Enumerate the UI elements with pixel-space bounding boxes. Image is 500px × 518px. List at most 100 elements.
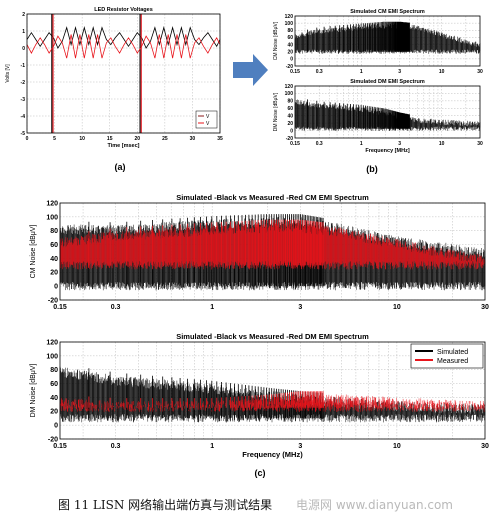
x-tick-label: 1 (360, 69, 363, 75)
x-axis-label: Time [msec] (108, 143, 140, 149)
chart-title: Simulated DM EMI Spectrum (350, 79, 425, 85)
harmonic-peaks-1 (307, 99, 410, 129)
y-tick-label: 100 (285, 91, 294, 97)
y-tick-label: 80 (50, 367, 58, 374)
y-tick-label: -2 (21, 80, 26, 86)
y-tick-label: 60 (50, 242, 58, 249)
x-tick-label: 30 (477, 69, 483, 75)
legend-label: V (206, 114, 210, 120)
figure-caption: 图 11 LISN 网络输出端仿真与测试结果 (58, 498, 273, 512)
y-tick-label: 0 (54, 284, 58, 291)
chart-title: Simulated CM EMI Spectrum (350, 9, 425, 15)
y-tick-label: -20 (48, 436, 58, 443)
y-axis-label: CM Noise [dBμV] (273, 21, 279, 60)
y-tick-label: 80 (287, 28, 293, 34)
y-tick-label: 60 (287, 106, 293, 112)
harmonic-peaks-2 (88, 391, 324, 408)
y-tick-label: 40 (50, 395, 58, 402)
y-tick-label: 20 (287, 49, 293, 55)
plot-frame (59, 202, 486, 301)
y-tick-label: -20 (48, 297, 58, 304)
x-axis-label: Frequency [MHz] (365, 148, 409, 154)
y-tick-label: 100 (46, 214, 58, 221)
x-tick-label: 0.15 (53, 443, 67, 450)
x-tick-label: 30 (477, 141, 483, 147)
panel-label-c: (c) (255, 468, 266, 478)
plot-area (27, 14, 220, 133)
y-axis-label: CM Noise [dBμV] (30, 225, 37, 279)
x-tick-label: 5 (53, 136, 56, 142)
x-axis-label: Frequency (MHz) (242, 450, 303, 459)
legend-label: Simulated (437, 349, 468, 356)
x-tick-label: 3 (298, 304, 302, 311)
watermark: 电源网 www.dianyuan.com (296, 498, 453, 512)
y-tick-label: -20 (286, 64, 293, 70)
x-tick-label: 0.3 (316, 141, 323, 147)
x-tick-label: 20 (135, 136, 141, 142)
y-tick-label: 20 (287, 121, 293, 127)
y-tick-label: 0 (22, 46, 25, 52)
x-tick-label: 1 (360, 141, 363, 147)
chart-cm-comparison: 0.15 0.3 1 3 10 30 120 100 80 60 40 20 0 -20 Simulated… (30, 193, 489, 311)
chart-dm-comparison: 0.15 0.3 1 3 10 30 120 100 80 60 40 20 0 -20 Simulated… (30, 332, 489, 459)
y-tick-label: 40 (50, 256, 58, 263)
y-tick-label: -5 (21, 131, 26, 137)
y-tick-label: 0 (54, 423, 58, 430)
x-tick-label: 0.15 (290, 141, 300, 147)
x-tick-label: 1 (210, 304, 214, 311)
arrow-right-icon (233, 54, 268, 86)
panel-label-b: (b) (366, 164, 378, 174)
plot-frame (26, 13, 221, 134)
y-tick-label: 80 (287, 99, 293, 105)
x-tick-label: 30 (190, 136, 196, 142)
y-tick-label: -4 (21, 114, 26, 120)
y-tick-label: 100 (285, 21, 294, 27)
legend-box (195, 110, 218, 129)
y-tick-label: 120 (46, 339, 58, 346)
chart-title: Simulated -Black vs Measured -Red CM EMI… (176, 193, 369, 202)
harmonic-peaks-1 (307, 21, 410, 52)
x-tick-label: 0 (26, 136, 29, 142)
x-tick-label: 0.3 (111, 304, 121, 311)
x-tick-label: 10 (393, 304, 401, 311)
x-tick-label: 1 (210, 443, 214, 450)
legend-box (410, 343, 484, 369)
x-tick-label: 10 (393, 443, 401, 450)
x-tick-label: 3 (398, 141, 401, 147)
x-tick-label: 30 (481, 443, 489, 450)
chart-title: LED Resistor Voltages (94, 7, 153, 13)
y-axis-label: DM Noise [dBμV] (273, 92, 279, 131)
plot-frame (59, 341, 486, 440)
chart-title: Simulated -Black vs Measured -Red DM EMI… (176, 332, 369, 341)
plot-frame (294, 85, 481, 139)
x-tick-label: 10 (79, 136, 85, 142)
harmonic-peaks-2 (88, 219, 324, 266)
y-tick-label: 20 (50, 409, 58, 416)
y-tick-label: 100 (46, 353, 58, 360)
y-tick-label: 40 (287, 42, 293, 48)
y-tick-label: 60 (287, 35, 293, 41)
y-tick-label: 120 (46, 200, 58, 207)
x-tick-label: 3 (398, 69, 401, 75)
x-tick-label: 3 (298, 443, 302, 450)
y-tick-label: 20 (50, 270, 58, 277)
y-tick-label: -3 (21, 97, 26, 103)
y-tick-label: 1 (22, 29, 25, 35)
legend-label: V (206, 121, 210, 127)
x-tick-label: 30 (481, 304, 489, 311)
x-tick-label: 15 (107, 136, 113, 142)
x-tick-label: 0.3 (111, 443, 121, 450)
x-tick-label: 0.15 (290, 69, 300, 75)
x-tick-label: 35 (217, 136, 223, 142)
series-line-1 (26, 26, 221, 49)
y-tick-label: 60 (50, 381, 58, 388)
y-tick-label: 40 (287, 113, 293, 119)
y-tick-label: 0 (290, 57, 293, 63)
plot-frame (294, 15, 481, 67)
x-tick-label: 25 (162, 136, 168, 142)
y-tick-label: -20 (286, 136, 293, 142)
legend-label: Measured (437, 358, 468, 365)
